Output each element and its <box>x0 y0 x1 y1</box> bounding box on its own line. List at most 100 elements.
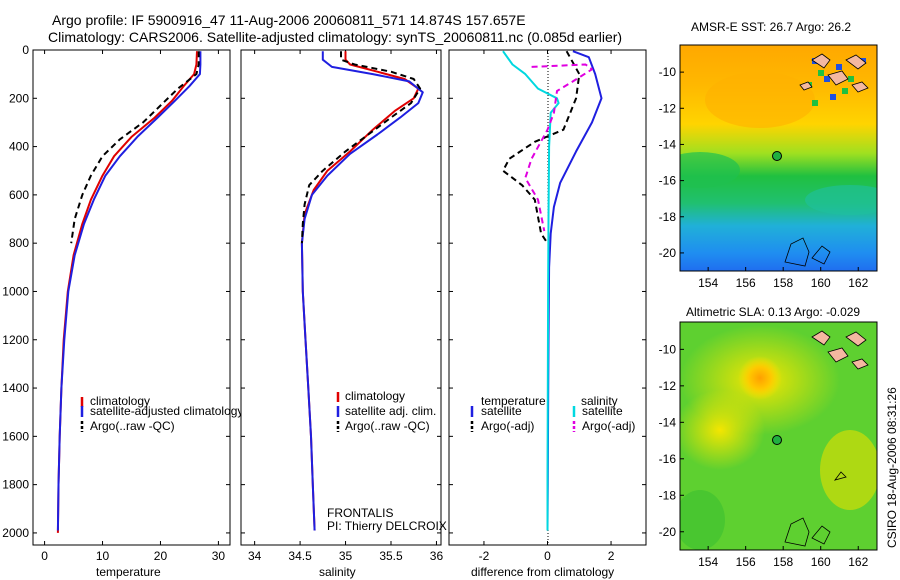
map-y-tick-label: -16 <box>659 452 677 466</box>
x-tick-label: 20 <box>154 549 168 563</box>
x-tick-label: 0 <box>544 549 551 563</box>
sst-map-panel: AMSR-E SST: 26.7 Argo: 26.2 <box>659 20 878 290</box>
temperature-legend: climatology satellite-adjusted climatolo… <box>80 394 243 433</box>
difference-legend: temperature salinity satellite Argo(-adj… <box>470 394 635 433</box>
difference-lines <box>502 50 603 531</box>
figure-title-line2: Climatology: CARS2006. Satellite-adjuste… <box>48 29 622 45</box>
y-tick-label: 1800 <box>2 478 29 492</box>
sla-high-center <box>738 356 782 400</box>
map-y-tick-label: -16 <box>659 174 677 188</box>
map-y-tick-label: -18 <box>659 210 677 224</box>
map-x-tick-label: 154 <box>698 276 718 290</box>
legend-label-climatology: climatology <box>90 394 150 408</box>
map-x-tick-label: 158 <box>773 276 793 290</box>
legend-label-argo: Argo(..raw -QC) <box>345 419 430 433</box>
temperature-panel: 0 10 20 30 0 200 400 600 800 1000 1200 1400 1600 1800… <box>2 43 243 579</box>
x-tick-label: 0 <box>41 549 48 563</box>
sla-map-ticks: 154 156 158 160 162 -10 -12 -14 -16 -18 -20 <box>659 342 869 569</box>
series-line-satellite <box>56 51 202 531</box>
sst-cyan-patch <box>805 185 877 215</box>
map-x-tick-label: 156 <box>736 555 756 569</box>
sst-green-patch <box>680 152 740 188</box>
y-tick-label: 400 <box>9 140 29 154</box>
y-tick-label: 800 <box>9 236 29 250</box>
x-tick-label: 34 <box>248 549 262 563</box>
sst-map-ticks: 154 156 158 160 162 -10 -12 -14 -16 -18 -20 <box>659 65 869 290</box>
map-y-tick-label: -12 <box>659 101 677 115</box>
sst-map-frame <box>679 44 878 272</box>
series-line-argo <box>300 51 422 244</box>
legend-label-argo: Argo(..raw -QC) <box>90 419 175 433</box>
sla-map-frame <box>679 321 878 551</box>
series-line-argo <box>70 51 200 244</box>
x-tick-label: 35 <box>339 549 353 563</box>
legend-label-temp-satellite: satellite <box>481 404 522 418</box>
sla-land <box>811 330 869 370</box>
map-y-tick-label: -14 <box>659 137 677 151</box>
difference-panel: -2 0 2 difference from climatology tempera… <box>448 49 647 579</box>
map-x-tick-label: 158 <box>773 555 793 569</box>
y-tick-label: 2000 <box>2 526 29 540</box>
y-tick-label: 600 <box>9 188 29 202</box>
side-label: CSIRO 18-Aug-2006 08:31:26 <box>885 387 899 548</box>
x-tick-label: 36 <box>430 549 444 563</box>
y-tick-label: 200 <box>9 91 29 105</box>
series-line-salinity-argo <box>524 63 593 232</box>
map-y-tick-label: -20 <box>659 525 677 539</box>
x-tick-label: -2 <box>479 549 490 563</box>
map-y-tick-label: -18 <box>659 488 677 502</box>
map-y-tick-label: -12 <box>659 379 677 393</box>
y-tick-label: 0 <box>22 43 29 57</box>
map-x-tick-label: 160 <box>811 276 831 290</box>
x-tick-label: 34.5 <box>288 549 312 563</box>
salinity-axis-ticks: 34 34.5 35 35.5 36 <box>241 49 444 563</box>
sst-argo-marker <box>772 151 782 161</box>
difference-axis-ticks: -2 0 2 <box>449 49 646 563</box>
sla-argo-marker <box>772 435 782 445</box>
sla-east-patch <box>820 430 877 510</box>
legend-label-temp-argo: Argo(-adj) <box>481 419 534 433</box>
map-y-tick-label: -20 <box>659 246 677 260</box>
figure-title-line1: Argo profile: IF 5900916_47 11-Aug-2006 … <box>52 12 526 28</box>
y-tick-label: 1400 <box>2 381 29 395</box>
series-line-temperature-argo <box>502 50 581 244</box>
sst-reef-contours <box>784 237 831 267</box>
map-y-tick-label: -10 <box>659 65 677 79</box>
map-x-tick-label: 154 <box>698 555 718 569</box>
legend-label-climatology: climatology <box>345 389 405 403</box>
x-tick-label: 10 <box>96 549 110 563</box>
map-x-tick-label: 162 <box>848 555 868 569</box>
temperature-plot-frame <box>32 49 231 546</box>
temperature-axis-ticks: 0 10 20 30 0 200 400 600 800 1000 1200 1400 1600 1800… <box>2 43 230 563</box>
map-x-tick-label: 160 <box>811 555 831 569</box>
series-line-salinity-satellite <box>502 50 560 531</box>
float-pi: PI: Thierry DELCROIX <box>327 519 447 533</box>
sla-map-panel: Altimetric SLA: 0.13 Argo: -0.029 154 156… <box>659 305 878 569</box>
map-y-tick-label: -10 <box>659 342 677 356</box>
map-y-tick-label: -14 <box>659 415 677 429</box>
sla-map-title: Altimetric SLA: 0.13 Argo: -0.029 <box>686 305 860 319</box>
salinity-panel: 34 34.5 35 35.5 36 salinity climatology sate… <box>240 49 447 579</box>
sst-map-title: AMSR-E SST: 26.7 Argo: 26.2 <box>691 20 851 34</box>
temperature-lines <box>56 51 202 533</box>
salinity-legend: climatology satellite adj. clim. Argo(..… <box>336 389 436 433</box>
series-line-satellite <box>300 51 424 531</box>
y-tick-label: 1000 <box>2 284 29 298</box>
difference-xlabel: difference from climatology <box>471 565 614 579</box>
legend-title-salinity: salinity <box>581 394 618 408</box>
x-tick-label: 30 <box>212 549 226 563</box>
salinity-plot-frame <box>240 49 442 546</box>
x-tick-label: 35.5 <box>379 549 403 563</box>
sla-sw-patch <box>680 490 725 550</box>
salinity-xlabel: salinity <box>319 565 356 579</box>
y-tick-label: 1600 <box>2 429 29 443</box>
sla-reef-contours <box>784 471 847 547</box>
y-tick-label: 1200 <box>2 333 29 347</box>
x-tick-label: 2 <box>608 549 615 563</box>
map-x-tick-label: 162 <box>848 276 868 290</box>
temperature-xlabel: temperature <box>96 565 161 579</box>
salinity-lines <box>300 51 424 531</box>
legend-label-sal-satellite: satellite <box>582 404 623 418</box>
float-name: FRONTALIS <box>327 506 393 520</box>
